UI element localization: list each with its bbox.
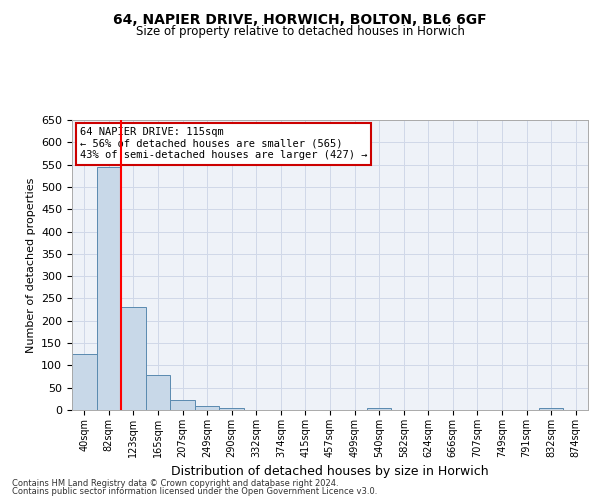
Bar [146, 375, 170, 410]
Y-axis label: Number of detached properties: Number of detached properties [26, 178, 35, 352]
Bar [97, 167, 121, 410]
Bar [121, 308, 146, 410]
Text: Contains public sector information licensed under the Open Government Licence v3: Contains public sector information licen… [12, 487, 377, 496]
Text: 64 NAPIER DRIVE: 115sqm
← 56% of detached houses are smaller (565)
43% of semi-d: 64 NAPIER DRIVE: 115sqm ← 56% of detache… [80, 127, 367, 160]
Bar [367, 408, 391, 410]
Bar [220, 408, 244, 410]
Text: Size of property relative to detached houses in Horwich: Size of property relative to detached ho… [136, 25, 464, 38]
Bar [539, 408, 563, 410]
Text: 64, NAPIER DRIVE, HORWICH, BOLTON, BL6 6GF: 64, NAPIER DRIVE, HORWICH, BOLTON, BL6 6… [113, 12, 487, 26]
Bar [72, 354, 97, 410]
Text: Distribution of detached houses by size in Horwich: Distribution of detached houses by size … [171, 464, 489, 477]
Bar [195, 406, 220, 410]
Bar [170, 400, 195, 410]
Text: Contains HM Land Registry data © Crown copyright and database right 2024.: Contains HM Land Registry data © Crown c… [12, 478, 338, 488]
